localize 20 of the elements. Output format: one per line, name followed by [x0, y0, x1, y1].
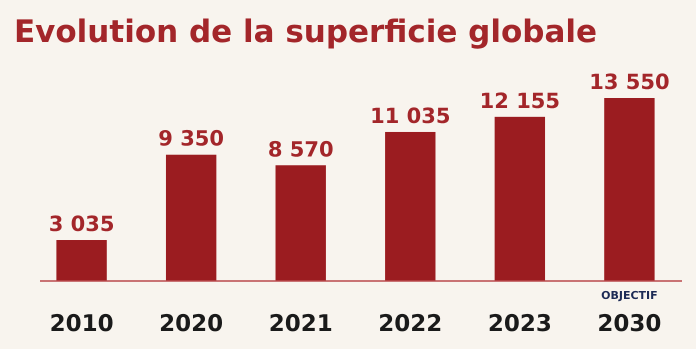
x-tick-label: 2030	[597, 311, 662, 337]
x-tick-label: 2022	[378, 311, 442, 337]
data-label: 13 550	[589, 70, 670, 94]
data-label: 11 035	[370, 104, 450, 128]
chart-title: Evolution de la superficie globale	[14, 14, 598, 50]
data-label: 3 035	[48, 212, 114, 236]
x-tick-label: 2023	[488, 311, 552, 337]
bar	[494, 116, 546, 281]
bar	[56, 240, 107, 281]
data-label: 8 570	[268, 137, 334, 162]
data-label: 9 350	[158, 126, 224, 151]
bar	[166, 154, 216, 281]
x-tick-label: 2010	[50, 311, 114, 337]
x-tick-label: 2020	[159, 311, 224, 337]
bar	[276, 165, 326, 281]
bar	[604, 98, 655, 281]
bar	[385, 132, 436, 281]
x-tick-label: 2021	[268, 311, 333, 337]
data-label: 12 155	[480, 88, 560, 113]
text: OBJECTIF	[601, 289, 658, 302]
